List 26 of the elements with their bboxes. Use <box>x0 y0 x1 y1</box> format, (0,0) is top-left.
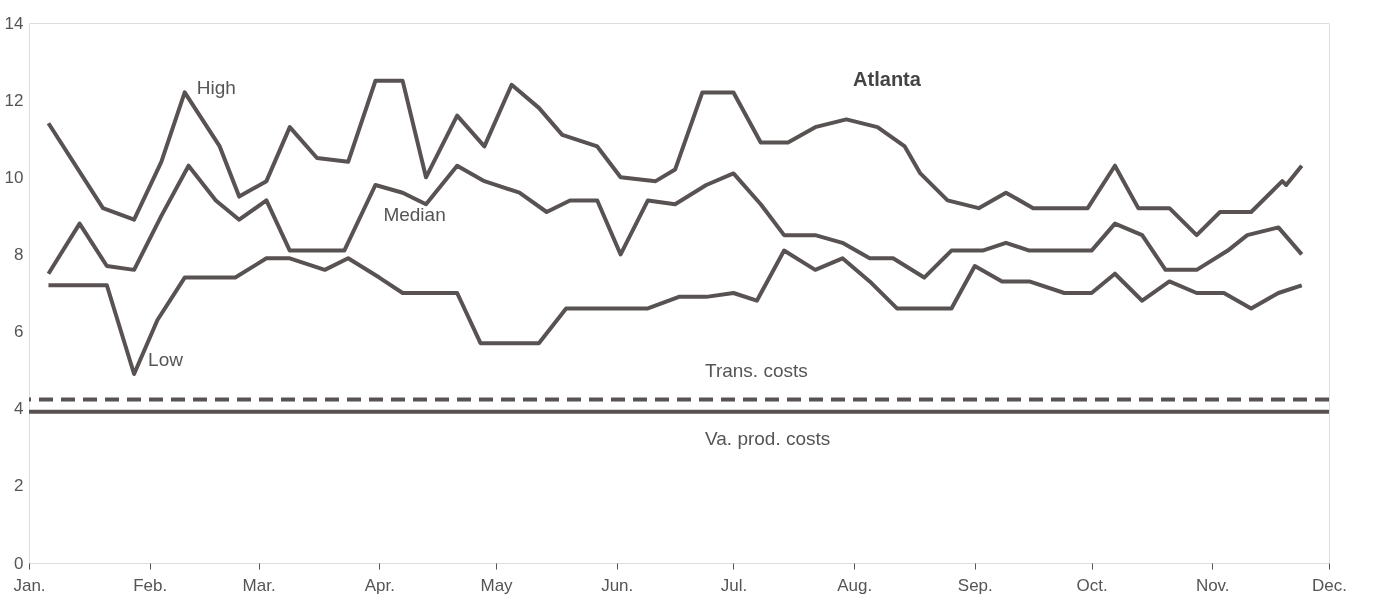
x-tick-label: Mar. <box>242 575 276 595</box>
y-tick-label: 12 <box>4 90 24 110</box>
y-tick-label: 6 <box>14 322 24 342</box>
x-tick-label: Nov. <box>1195 575 1230 595</box>
x-tick-label: May <box>480 575 514 595</box>
y-tick-label: 8 <box>14 244 24 264</box>
y-tick-label: 2 <box>14 476 24 496</box>
series-label: Median <box>383 204 446 225</box>
y-tick-label: 4 <box>14 399 24 419</box>
y-tick-label: 0 <box>14 553 24 573</box>
text: Atlanta <box>853 67 922 90</box>
x-tick-label: Aug. <box>837 575 873 595</box>
x-tick-label: Jan. <box>13 575 46 595</box>
x-tick-label: Sep. <box>957 575 993 595</box>
y-tick-label: 14 <box>4 13 24 33</box>
ref-line-label: Va. prod. costs <box>705 427 831 449</box>
series-label: Low <box>148 349 184 370</box>
x-tick-label: Dec. <box>1312 575 1347 595</box>
series-label: High <box>196 77 236 99</box>
x-tick-label: Apr. <box>364 575 395 595</box>
x-tick-label: Jul. <box>720 575 748 595</box>
y-tick-label: 10 <box>4 167 24 187</box>
x-tick-label: Oct. <box>1076 575 1108 595</box>
x-tick-label: Jun. <box>601 575 634 595</box>
x-tick-label: Feb. <box>133 575 168 595</box>
ref-line-label: Trans. costs <box>705 360 808 382</box>
